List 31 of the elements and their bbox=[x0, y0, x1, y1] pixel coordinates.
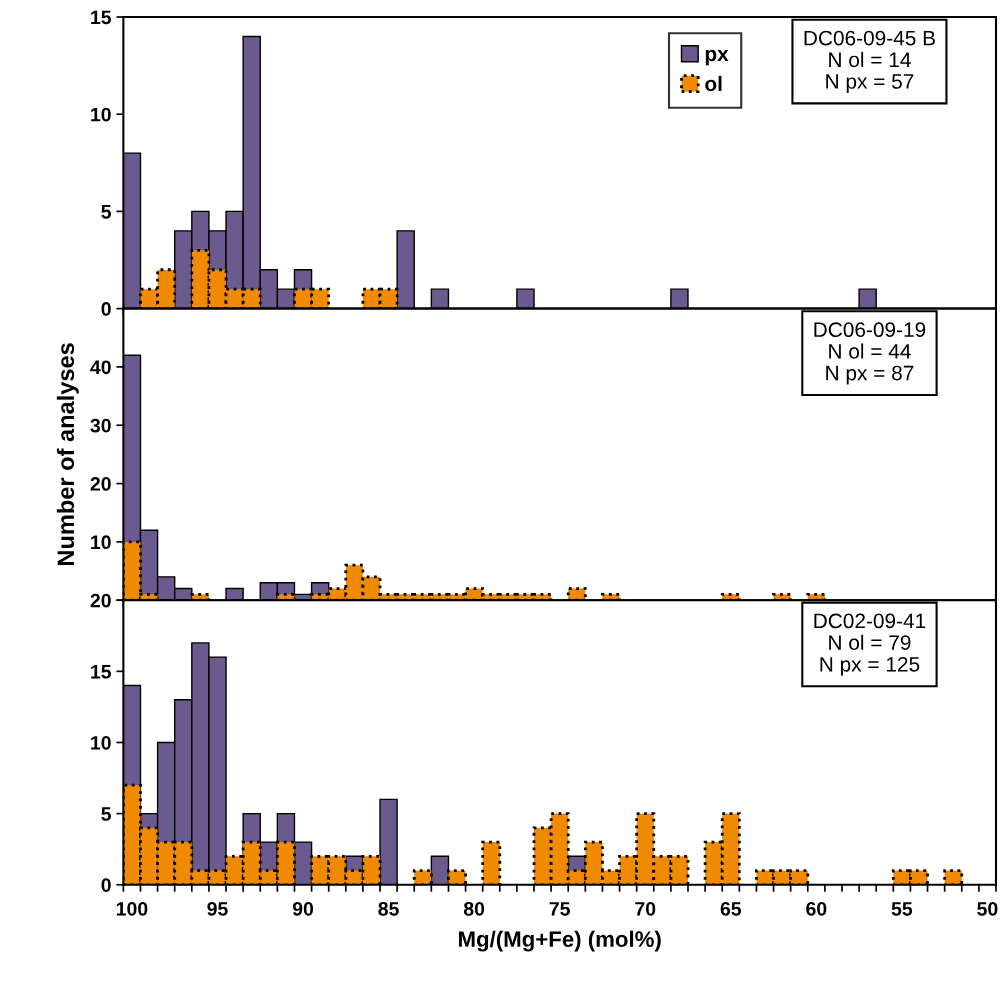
x-tick-label: 70 bbox=[635, 901, 656, 916]
y-tick-label: 0 bbox=[101, 302, 111, 316]
x-tick-label: 65 bbox=[720, 901, 742, 916]
y-tick-label: 30 bbox=[90, 418, 111, 433]
x-tick-label: 90 bbox=[292, 901, 314, 916]
y-tick-label: 40 bbox=[90, 360, 111, 375]
annotation: DC02-09-41 N ol = 79 N px = 125 bbox=[814, 613, 926, 676]
x-tick-label: 85 bbox=[378, 901, 399, 916]
x-tick-label: 95 bbox=[207, 901, 228, 916]
y-tick-label: 15 bbox=[91, 10, 112, 25]
legend-label: ol bbox=[705, 75, 722, 92]
x-tick-label: 80 bbox=[463, 901, 485, 916]
y-tick-label: 10 bbox=[91, 107, 111, 122]
x-tick-label: 55 bbox=[891, 902, 913, 916]
x-axis-title: Mg/(Mg+Fe) (mol%) bbox=[459, 930, 661, 952]
annotation: DC06-09-19 N ol = 44 N px = 87 bbox=[814, 322, 926, 385]
x-tick-label: 100 bbox=[116, 901, 148, 916]
x-tick-label: 75 bbox=[549, 902, 570, 916]
y-tick-label: 20 bbox=[90, 593, 111, 608]
y-tick-label: 10 bbox=[91, 735, 111, 750]
y-tick-label: 0 bbox=[101, 878, 111, 892]
y-tick-label: 5 bbox=[101, 807, 112, 821]
annotation: DC06-09-45 B N ol = 14 N px = 57 bbox=[804, 30, 935, 93]
x-tick-label: 60 bbox=[806, 901, 827, 916]
y-tick-label: 20 bbox=[90, 477, 111, 491]
x-tick-label: 50 bbox=[977, 901, 998, 916]
y-axis-title: Number of analyses bbox=[56, 343, 79, 566]
y-tick-label: 5 bbox=[101, 205, 112, 219]
legend-label: px bbox=[705, 49, 729, 66]
y-tick-label: 10 bbox=[91, 535, 111, 550]
y-tick-label: 15 bbox=[91, 665, 112, 679]
